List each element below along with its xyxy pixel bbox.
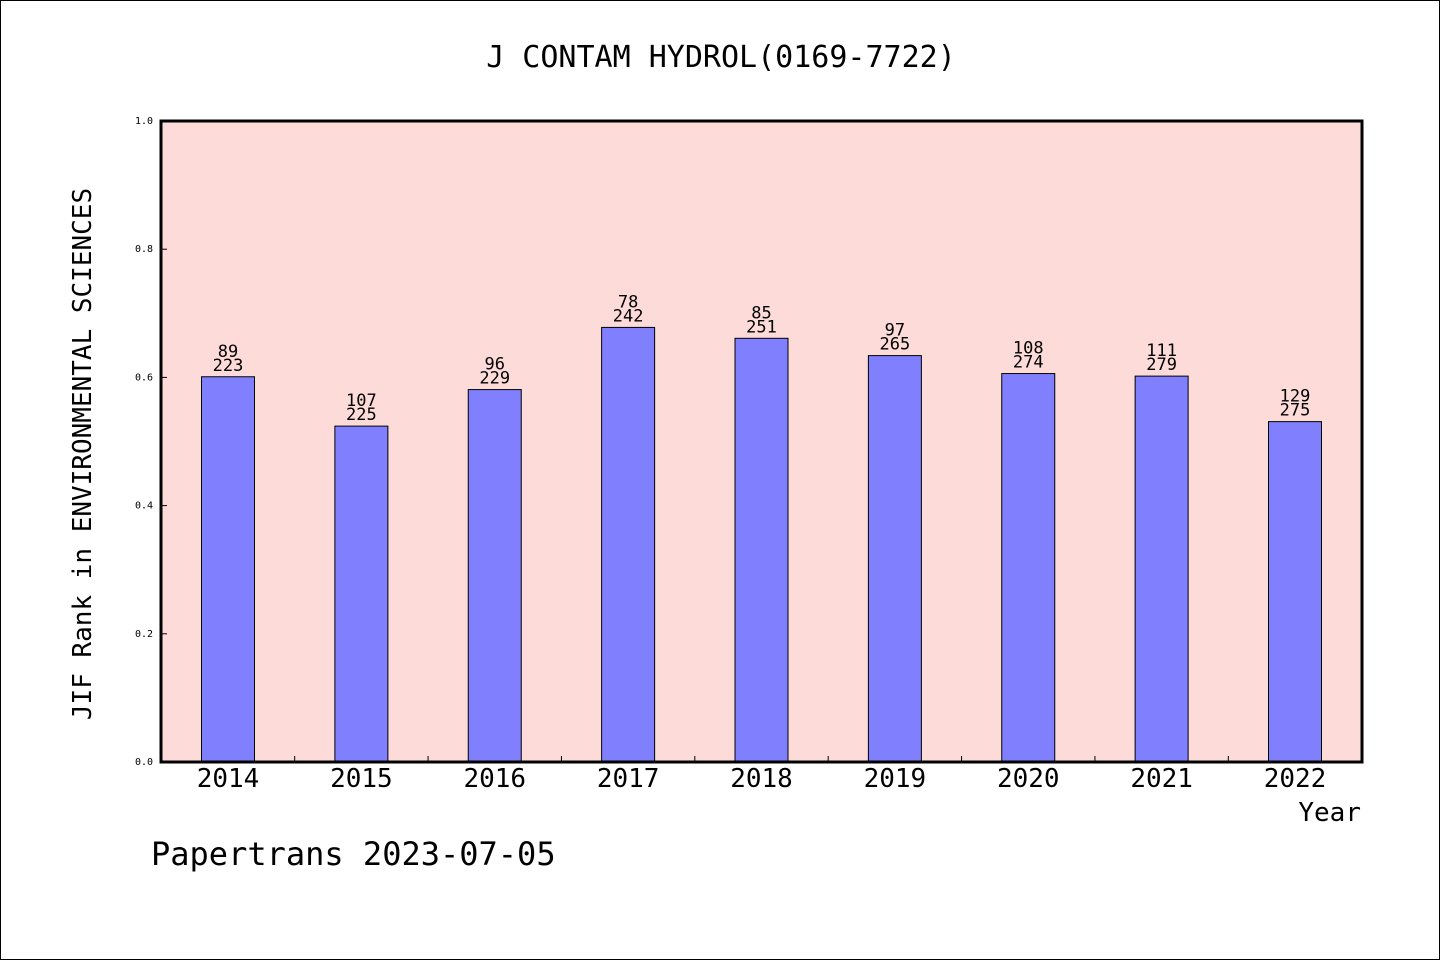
data-label-rank: 89 — [218, 342, 238, 362]
footer-text: Papertrans 2023-07-05 — [151, 835, 556, 873]
chart-title: J CONTAM HYDROL(0169-7722) — [486, 40, 956, 75]
data-label-rank: 107 — [346, 391, 377, 411]
data-label-rank: 85 — [751, 303, 771, 323]
data-label-total: 265 — [880, 335, 911, 355]
x-axis-label: Year — [1298, 798, 1361, 828]
bar-2018 — [734, 337, 789, 763]
bar-2022 — [1268, 421, 1322, 763]
bar-2017 — [601, 326, 656, 763]
x-tick-label: 2017 — [597, 764, 660, 794]
y-tick-label: 0.4 — [135, 501, 153, 512]
data-label-total: 279 — [1146, 355, 1177, 375]
bar-2021 — [1134, 375, 1189, 763]
y-tick-label: 0.6 — [135, 372, 153, 383]
bar-2015 — [334, 425, 389, 763]
plot-border — [159, 119, 1364, 764]
x-tick-label: 2019 — [864, 764, 927, 794]
ticks-layer: 2014 2015 2016 2017 2018 2019 2020 2021 2022 0.0 0… — [135, 116, 1326, 794]
x-tick-label: 2022 — [1264, 764, 1327, 794]
y-tick-label: 0.0 — [135, 757, 153, 768]
data-label-rank: 96 — [485, 355, 505, 375]
bar-2019 — [867, 355, 922, 763]
y-tick-label: 0.2 — [135, 629, 153, 640]
data-label-rank: 111 — [1146, 341, 1177, 361]
x-tick-label: 2015 — [330, 764, 393, 794]
data-label-rank: 108 — [1013, 339, 1044, 359]
bar-2020 — [1001, 373, 1056, 763]
bar-2014 — [201, 376, 255, 763]
bar-2016 — [467, 389, 522, 763]
data-label-rank: 129 — [1280, 387, 1311, 407]
data-label-rank: 78 — [618, 292, 638, 312]
x-tick-label: 2016 — [463, 764, 526, 794]
data-label-rank: 97 — [885, 321, 905, 341]
x-tick-label: 2018 — [730, 764, 793, 794]
data-label-total: 225 — [346, 405, 377, 425]
data-label-total: 275 — [1280, 401, 1311, 421]
data-label-total: 251 — [746, 317, 777, 337]
x-tick-label: 2020 — [997, 764, 1060, 794]
data-label-total: 223 — [213, 356, 244, 376]
data-label-total: 242 — [613, 306, 644, 326]
y-axis-label: JIF Rank in ENVIRONMENTAL SCIENCES — [68, 188, 98, 720]
data-label-total: 229 — [479, 369, 510, 389]
x-tick-label: 2021 — [1130, 764, 1193, 794]
x-tick-label: 2014 — [197, 764, 260, 794]
y-tick-label: 0.8 — [135, 244, 153, 255]
data-label-total: 274 — [1013, 353, 1044, 373]
y-tick-label: 1.0 — [135, 116, 153, 127]
